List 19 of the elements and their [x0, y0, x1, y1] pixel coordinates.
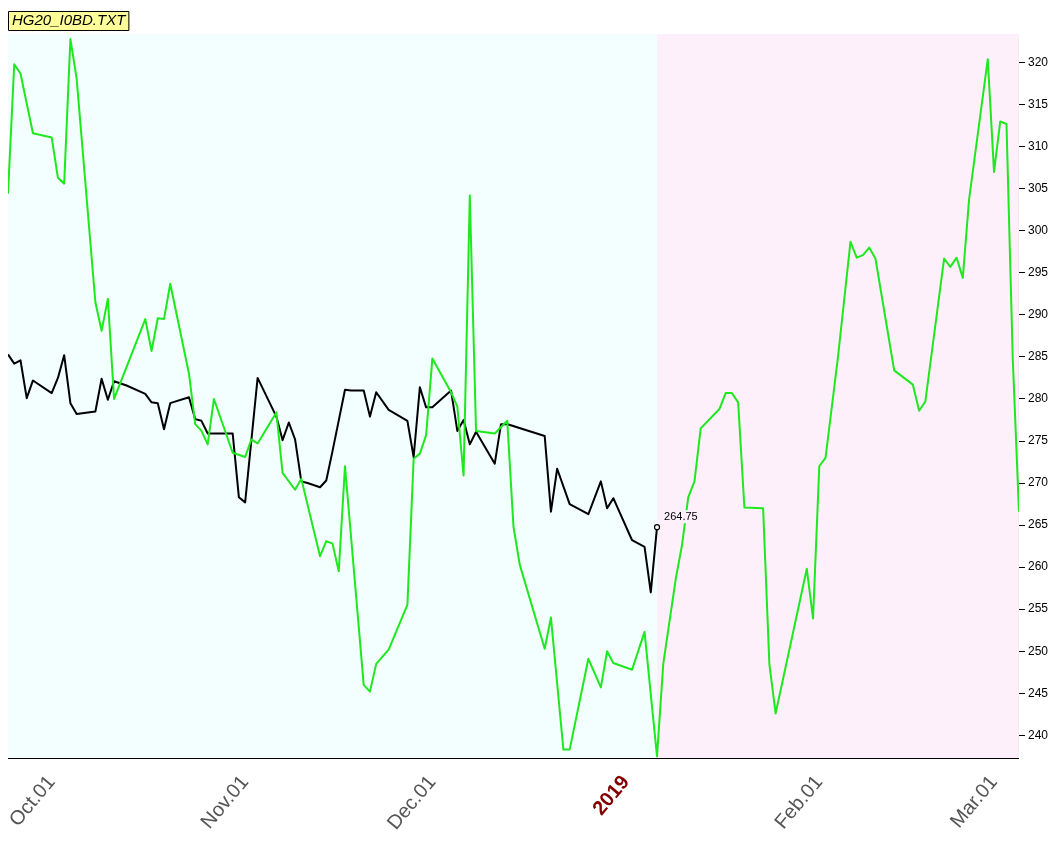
y-tick-label: 305 — [1027, 181, 1049, 196]
y-tick-label: 310 — [1027, 139, 1049, 153]
y-tick-label: 270 — [1027, 475, 1049, 490]
y-tick-label: 265 — [1027, 517, 1049, 532]
y-tick-label: 240 — [1027, 727, 1049, 742]
y-tick-label: 245 — [1027, 685, 1049, 700]
y-tick-label: 290 — [1027, 307, 1049, 322]
y-tick-label: 320 — [1027, 54, 1049, 69]
y-tick-label: 250 — [1027, 643, 1049, 658]
y-tick-label: 275 — [1027, 433, 1049, 448]
y-tick-label: 260 — [1027, 559, 1049, 574]
y-tick-label: 315 — [1027, 96, 1049, 111]
y-tick-label: 300 — [1027, 223, 1049, 238]
y-tick-label: 295 — [1027, 265, 1049, 280]
chart-title: HG20_I0BD.TXT — [12, 11, 128, 29]
y-tick-label: 285 — [1027, 349, 1049, 364]
annotation: 264.75 — [664, 510, 698, 523]
y-tick-label: 280 — [1027, 391, 1049, 406]
y-tick-label: 255 — [1027, 601, 1049, 616]
